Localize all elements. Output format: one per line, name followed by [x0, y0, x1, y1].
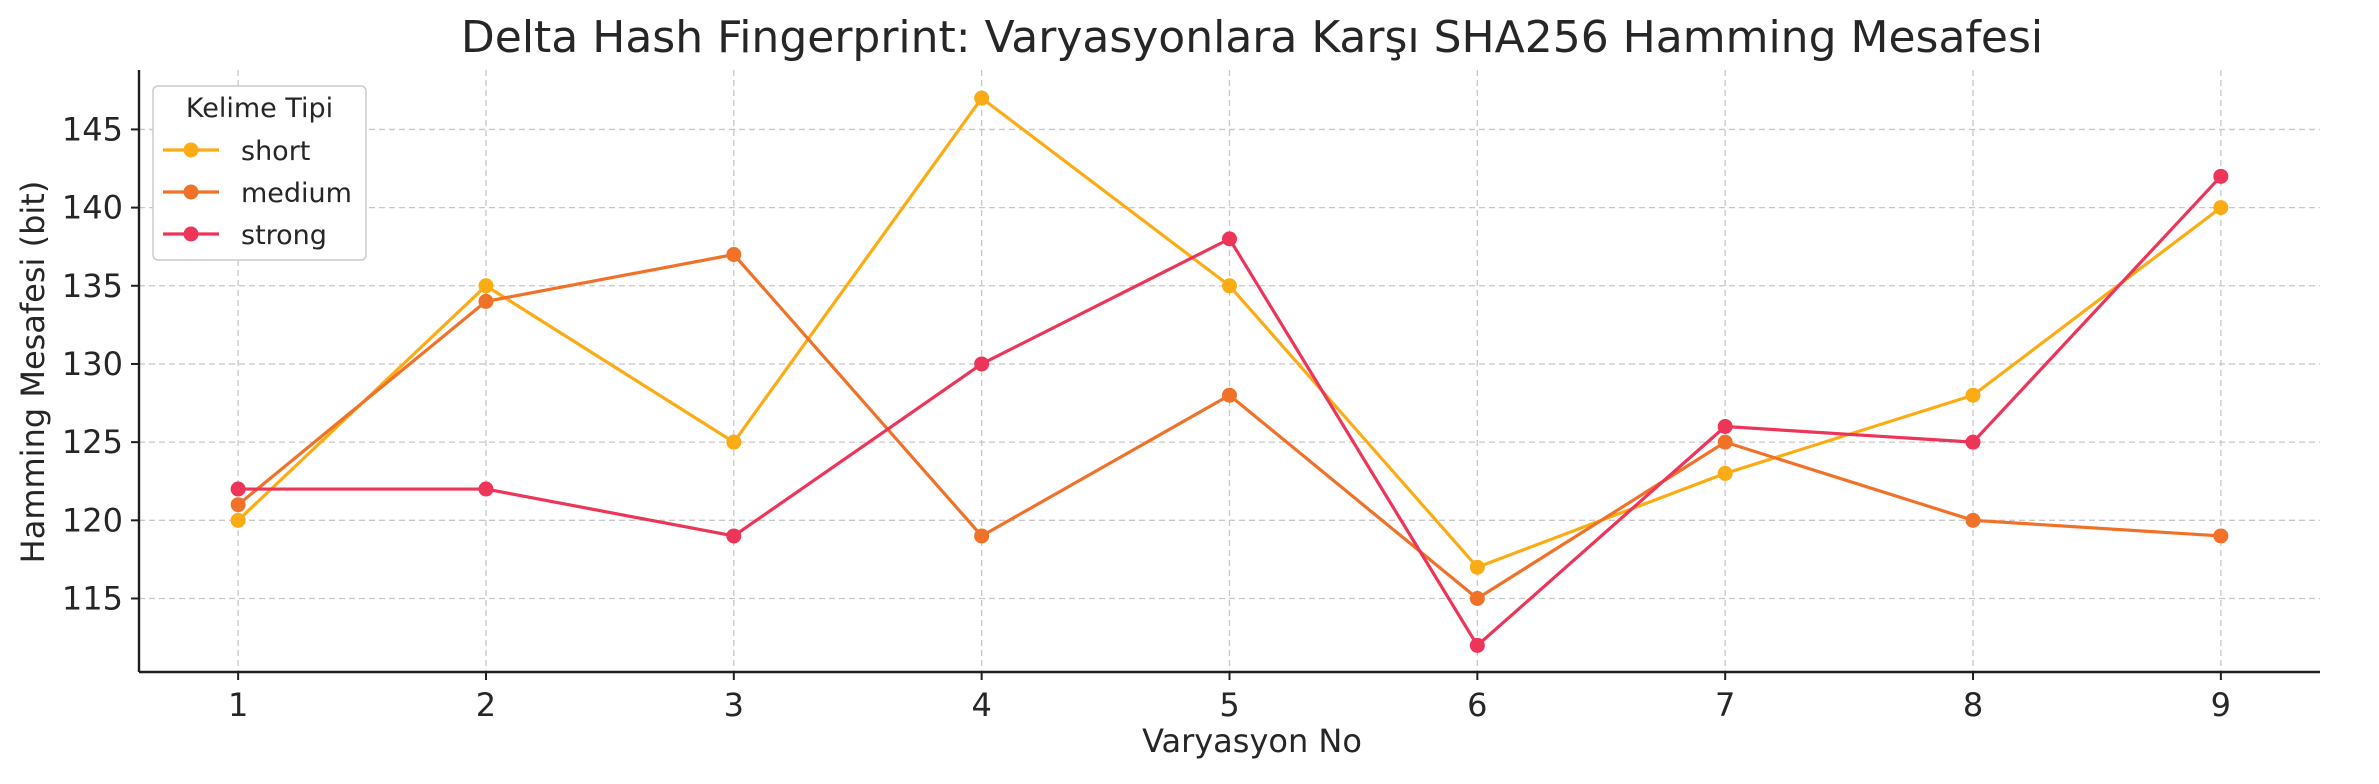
y-tick-label: 140 [62, 189, 123, 227]
series-strong [230, 168, 2229, 653]
data-point-strong [1222, 231, 1237, 247]
data-point-strong [1469, 637, 1485, 653]
data-point-short [1469, 559, 1485, 575]
data-point-medium [726, 247, 742, 263]
series-medium [230, 247, 2229, 607]
data-point-short [1717, 465, 1733, 481]
legend-swatch-marker [183, 142, 199, 158]
y-tick-label: 125 [62, 423, 123, 461]
legend-frame [152, 85, 367, 261]
x-tick-label: 4 [971, 686, 991, 724]
y-tick-label: 135 [62, 267, 123, 305]
data-point-strong [974, 356, 990, 372]
data-point-short [1222, 278, 1237, 294]
y-tick-label: 130 [62, 345, 123, 383]
axes: 1 2 3 4 5 6 7 8 9 115 120 125 130 135 140 145 [62, 70, 2320, 724]
x-axis-title: Varyasyon No [1142, 722, 1362, 760]
data-point-short [1965, 387, 1981, 403]
series-layer [230, 90, 2229, 653]
y-tick-label: 145 [62, 110, 123, 148]
data-point-strong [726, 528, 742, 544]
data-point-medium [478, 293, 494, 309]
data-point-strong [1965, 434, 1981, 450]
legend-item-medium: medium [163, 178, 352, 209]
x-tick-label: 8 [1963, 686, 1983, 724]
data-point-strong [478, 481, 494, 497]
x-tick-label: 9 [2211, 686, 2231, 724]
x-tick-label: 2 [476, 686, 496, 724]
series-line-medium [237, 252, 2221, 601]
data-point-strong [1717, 419, 1733, 435]
chart-title: Delta Hash Fingerprint: Varyasyonlara Ka… [461, 12, 2043, 63]
data-point-strong [230, 481, 246, 497]
data-point-short [2213, 200, 2229, 216]
legend-swatch-marker [183, 184, 199, 200]
x-tick-label: 3 [724, 686, 744, 724]
data-point-medium [1469, 591, 1485, 607]
grid [139, 70, 2320, 672]
legend-label: medium [241, 178, 352, 209]
legend-label: short [241, 136, 310, 167]
x-tick-label: 6 [1467, 686, 1487, 724]
legend-title: Kelime Tipi [186, 93, 333, 124]
data-point-short [974, 90, 990, 106]
legend-item-strong: strong [163, 220, 327, 251]
legend-item-short: short [163, 136, 310, 167]
data-point-medium [230, 497, 246, 513]
legend-label: strong [241, 220, 327, 251]
series-short [230, 90, 2229, 575]
x-tick-label: 5 [1219, 686, 1239, 724]
x-tick-label: 7 [1715, 686, 1735, 724]
x-tick-label: 1 [228, 686, 248, 724]
y-tick-label: 115 [62, 580, 123, 618]
data-point-strong [2213, 168, 2229, 184]
data-point-medium [2213, 528, 2229, 544]
legend: Kelime Tipi short medium strong [152, 85, 367, 261]
data-point-medium [1965, 512, 1981, 528]
y-tick-label: 120 [62, 501, 123, 539]
data-point-medium [974, 528, 990, 544]
data-point-medium [1717, 434, 1733, 450]
y-axis-title: Hamming Mesafesi (bit) [14, 181, 52, 564]
data-point-short [478, 278, 494, 294]
data-point-short [726, 434, 742, 450]
legend-swatch-marker [183, 226, 199, 242]
data-point-medium [1222, 387, 1237, 403]
data-point-short [230, 512, 246, 528]
